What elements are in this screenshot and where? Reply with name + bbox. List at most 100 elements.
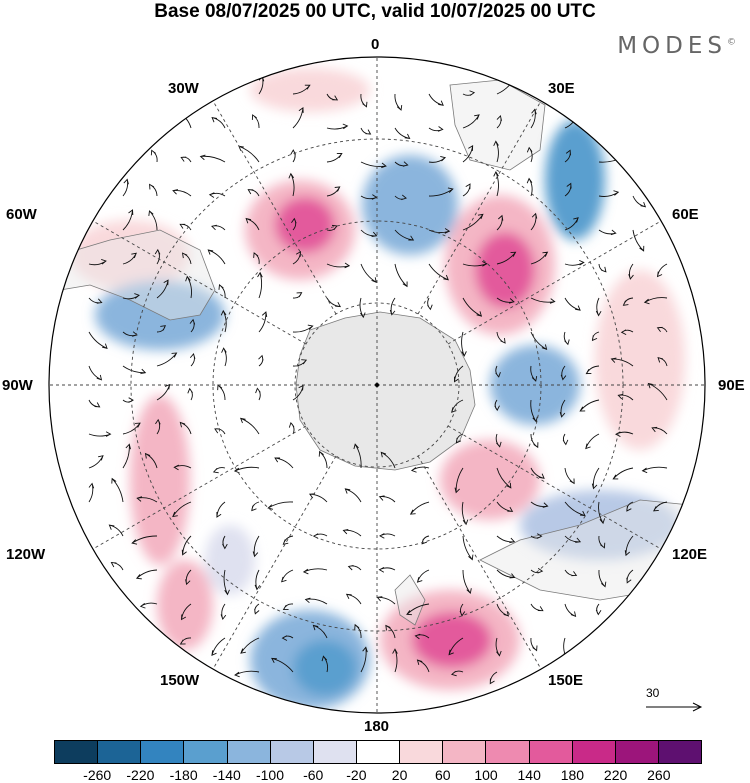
wind-vector [214,428,226,435]
wind-vector [308,493,328,503]
wind-vector [496,603,510,617]
wind-vector [598,569,607,588]
graticule [49,57,705,713]
wind-vector [530,533,543,539]
wind-vector [579,399,600,412]
colorbar [54,740,702,764]
wind-vector [530,603,544,612]
colorbar-labels: -260 -220 -180 -140 -100 -60 -20 20 60 100 140 180 2… [0,767,750,783]
meridian-line [447,220,662,345]
wind-vector [136,496,158,503]
wind-vector [110,562,124,571]
wind-vector [394,263,408,288]
wind-vector [360,161,387,169]
wind-vector [360,646,368,673]
wind-vector [564,535,582,543]
wind-vector [255,387,261,401]
wind-vector [626,569,634,584]
wind-vector [559,399,566,418]
wind-vector [122,443,131,469]
wind-vector [643,297,668,305]
wind-vector [651,426,668,435]
lon-label-30w: 30W [168,80,199,97]
wind-vector [180,156,192,163]
wind-vector [564,501,586,517]
anomaly-negative [293,640,357,696]
wind-vector [428,126,444,132]
anomaly-positive [70,220,190,290]
wind-vector [149,183,158,197]
anomaly-negative [545,120,605,240]
wind-vector [282,603,294,611]
meridian-line [92,425,307,550]
wind-vector [326,262,351,269]
wind-vector [591,467,600,490]
wind-vector [530,331,548,351]
wind-vector [530,433,539,449]
wind-vector [427,297,433,311]
wind-vector [494,399,500,412]
wind-vector [139,602,158,609]
lon-label-90w: 90W [2,377,33,394]
wind-vector [216,501,226,518]
wind-vector [564,182,572,197]
colorbar-swatch [657,741,702,763]
colorbar-tick-label: -100 [255,767,285,783]
wind-vector [562,433,569,446]
wind-vector [462,569,472,595]
wind-vector [379,533,396,539]
colorbar-tick-label: 260 [647,767,671,783]
colorbar-swatch [312,741,356,763]
wind-vector [394,229,415,241]
wind-vector [304,597,328,605]
wind-vector [462,114,480,129]
wind-vector [461,331,467,357]
wind-vector [240,637,260,654]
wind-vector [530,251,549,265]
wind-vector [189,353,196,367]
wind-vector [233,466,260,474]
colorbar-tick-label: 220 [603,767,628,783]
wind-vector [360,93,368,108]
wind-vector [302,568,328,575]
colorbar-tick-label: 60 [435,767,451,783]
anomaly-positive [440,440,540,520]
wind-vector [563,331,570,346]
wind-vector [111,477,124,503]
anomaly-positive [130,395,190,565]
wind-vector [212,467,226,474]
wind-vector [218,283,226,299]
lon-label-90e: 90E [718,377,745,394]
wind-vector [223,569,230,596]
colorbar-tick-label: -140 [212,767,241,783]
wind-vector [108,524,124,537]
wind-vector [385,624,396,639]
wind-vector [530,467,545,479]
wind-vector [450,670,464,677]
wind-vector [88,365,103,381]
map-title: Base 08/07/2025 00 UTC, valid 10/07/2025… [154,1,596,22]
wind-vector [620,329,634,335]
wind-vector [378,495,396,503]
wind-vector [292,324,314,333]
colorbar-tick-label: 100 [474,767,498,783]
colorbar-swatch [97,741,141,763]
wind-vector [454,365,464,383]
wind-vector [360,127,372,135]
wind-vector [496,331,506,344]
wind-vector [496,569,516,579]
wind-vector [428,228,451,234]
wind-vector [380,451,396,469]
wind-vector [462,535,474,561]
wind-vector [267,501,294,510]
wind-vector [496,467,512,489]
south-pole-marker [375,383,379,387]
wind-vector [240,417,260,435]
wind-vector [622,297,634,306]
wind-vector [326,93,339,101]
wind-vector [632,229,645,252]
colorbar-swatch [485,741,529,763]
wind-vector [172,501,192,518]
anomaly-negative [205,525,255,595]
wind-vector [122,178,129,197]
